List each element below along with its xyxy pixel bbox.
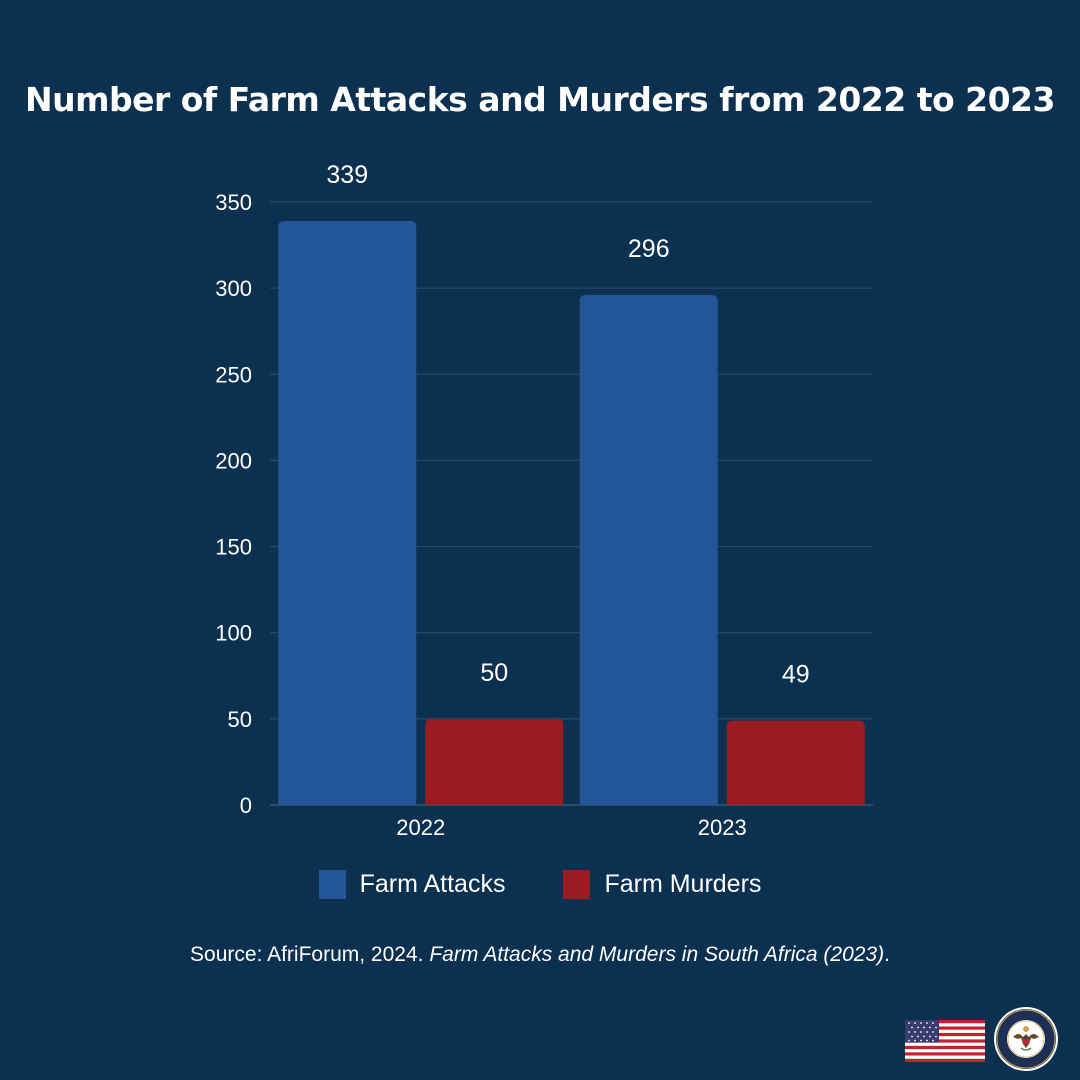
data-label-farm-attacks-2023: 296 [628,235,670,263]
bar-farm-murders-2023 [726,720,865,805]
x-tick-label-2023: 2023 [698,815,747,840]
data-label-farm-attacks-2022: 339 [326,161,368,189]
y-tick-label: 250 [215,362,252,387]
y-tick-label: 50 [228,707,252,732]
bar-chart: 0 50 100 150 200 250 300 350 339 50 2022 296 49 2023 [215,161,873,840]
source-note: Source: AfriForum, 2024. Farm Attacks an… [0,943,1080,967]
y-tick-label: 350 [215,190,252,215]
y-tick-label: 150 [215,535,252,560]
legend-swatch-farm-attacks [318,869,346,899]
bar-farm-murders-2022 [425,718,564,805]
source-title: Farm Attacks and Murders in South Africa… [429,943,885,966]
legend: Farm Attacks Farm Murders [0,864,1080,904]
data-label-farm-murders-2023: 49 [782,661,810,689]
source-prefix: Source: AfriForum, 2024. [190,943,430,966]
legend-item-farm-murders: Farm Murders [563,869,762,899]
bar-farm-attacks-2022 [278,220,417,806]
legend-label-farm-murders: Farm Murders [604,869,762,898]
legend-swatch-farm-murders [563,869,591,899]
y-tick-label: 100 [215,621,252,646]
y-tick-label: 200 [215,448,252,473]
data-label-farm-murders-2022: 50 [480,659,508,687]
chart-title: Number of Farm Attacks and Murders from … [25,80,1055,119]
x-tick-label-2022: 2022 [396,815,445,840]
y-tick-label: 300 [215,276,252,301]
bar-farm-attacks-2023 [579,295,718,805]
department-of-state-seal-icon [994,1007,1058,1071]
source-suffix: . [884,943,890,966]
legend-label-farm-attacks: Farm Attacks [359,869,506,898]
y-tick-label: 0 [240,793,252,818]
us-flag-icon [905,1020,985,1062]
legend-item-farm-attacks: Farm Attacks [318,869,506,899]
